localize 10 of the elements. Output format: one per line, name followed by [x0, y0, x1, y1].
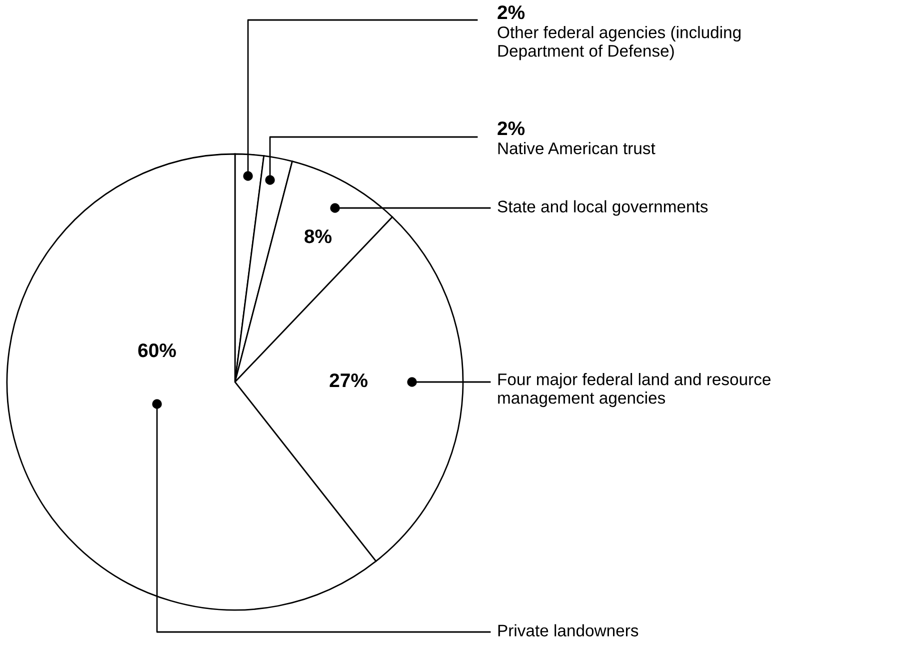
data-label: 2%: [498, 5, 525, 20]
slice-label: Private landowners: [498, 624, 638, 636]
data-label: 2%: [498, 121, 525, 136]
slice-label: State and local governments: [498, 200, 708, 216]
data-label: 60%: [138, 343, 176, 358]
slice-label: Native American trust: [498, 142, 656, 154]
slice-label: Four major federal land and resource management agencies: [498, 373, 770, 408]
data-label: 27%: [330, 373, 368, 388]
slice-label: Other federal agencies (including Department of Defense): [498, 26, 741, 60]
data-label: 8%: [304, 229, 332, 244]
